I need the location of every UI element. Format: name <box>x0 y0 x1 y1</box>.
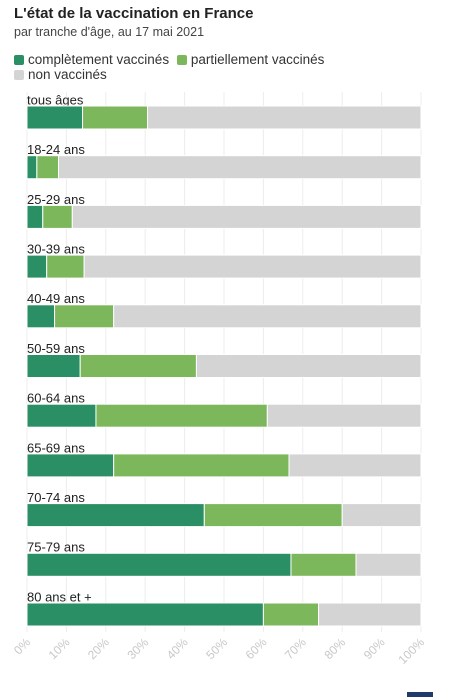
bar-segment <box>36 155 60 180</box>
chart-subtitle: par tranche d'âge, au 17 mai 2021 <box>14 25 205 39</box>
legend-label-partial: partiellement vaccinés <box>190 52 325 67</box>
bar-segment <box>26 503 205 528</box>
bar-segment <box>26 105 84 130</box>
bar-segment <box>262 602 320 627</box>
tick-label: 80% <box>321 635 348 662</box>
bar-segment <box>26 354 81 378</box>
category-label: 30-39 ans <box>27 242 85 257</box>
category-label: 65-69 ans <box>27 440 85 455</box>
category-label: 25-29 ans <box>27 192 85 207</box>
bar-segment <box>355 552 422 577</box>
category-label: 70-74 ans <box>27 490 85 505</box>
bar-segment <box>71 204 422 229</box>
bar-segment <box>113 453 290 478</box>
bar-segment <box>58 155 422 180</box>
legend-item-partial: partiellement vaccinés <box>176 52 325 67</box>
bar-segment <box>266 403 422 428</box>
footer-mark <box>407 692 433 697</box>
legend-swatch-complete <box>14 55 24 65</box>
tick-label: 10% <box>46 635 73 662</box>
category-label: 50-59 ans <box>27 341 85 356</box>
legend-swatch-partial <box>176 55 187 65</box>
bar-segment <box>26 304 56 329</box>
bar-segment <box>54 304 115 329</box>
tick-label: 50% <box>203 635 230 662</box>
bar-segment <box>147 105 422 130</box>
bar-segment <box>42 204 73 229</box>
bar-segment <box>113 304 422 329</box>
bar-segment <box>83 254 422 279</box>
bar-segment <box>288 453 422 478</box>
bar-segment <box>79 354 197 378</box>
legend-swatch-none <box>14 70 24 80</box>
category-label: 40-49 ans <box>27 291 85 306</box>
category-label: 80 ans et + <box>27 589 92 604</box>
bar-segment <box>341 503 422 528</box>
legend-label-none: non vaccinés <box>28 67 107 82</box>
bar-segment <box>46 254 85 279</box>
legend-label-complete: complètement vaccinés <box>28 52 170 67</box>
legend-item-none: non vaccinés <box>14 67 107 82</box>
bar-segment <box>26 552 292 577</box>
chart-title: L'état de la vaccination en France <box>14 5 254 22</box>
tick-label: 20% <box>85 635 112 662</box>
bar-segment <box>26 453 115 478</box>
chart-legend: complètement vaccinés partiellement vacc… <box>14 52 414 82</box>
bar-segment <box>82 105 149 130</box>
bar-segment <box>26 403 97 428</box>
bar-segment <box>195 354 422 378</box>
tick-label: 0% <box>11 635 33 657</box>
bar-segment <box>203 503 343 528</box>
tick-label: 90% <box>361 635 388 662</box>
category-label: tous âges <box>27 92 84 107</box>
tick-label: 30% <box>124 635 151 662</box>
category-label: 60-64 ans <box>27 391 85 406</box>
bar-segment <box>26 254 48 279</box>
bar-segment <box>26 204 44 229</box>
bar-segment <box>95 403 268 428</box>
tick-label: 60% <box>243 635 270 662</box>
category-label: 75-79 ans <box>27 540 85 555</box>
category-label: 18-24 ans <box>27 142 85 157</box>
tick-label: 70% <box>282 635 309 662</box>
tick-label: 100% <box>396 635 428 667</box>
legend-item-complete: complètement vaccinés <box>14 52 169 67</box>
bar-segment <box>290 552 357 577</box>
tick-label: 40% <box>164 635 191 662</box>
bar-segment <box>26 602 264 627</box>
bar-segment <box>26 155 38 180</box>
bar-segment <box>318 602 422 627</box>
